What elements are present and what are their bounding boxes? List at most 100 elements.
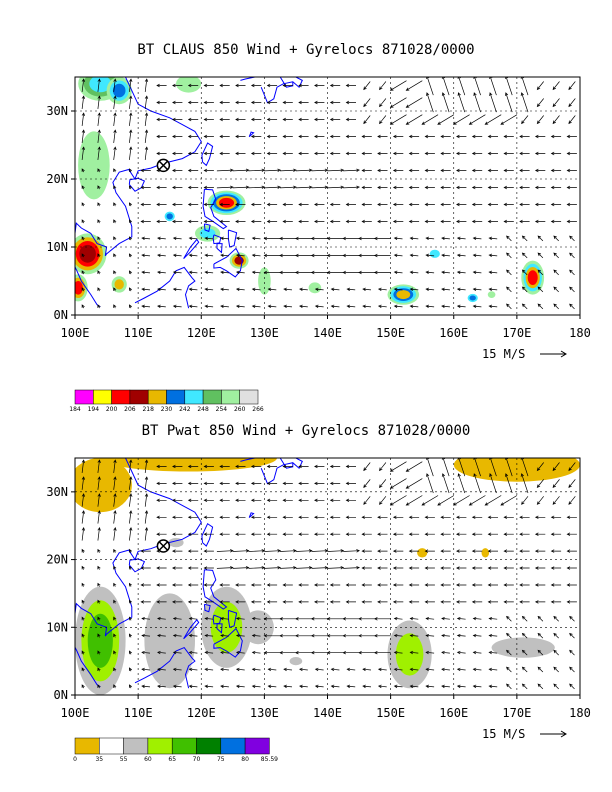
wind-vector [405, 97, 423, 108]
wind-vector [377, 134, 388, 139]
wind-vector [379, 479, 387, 488]
field-blob [417, 548, 428, 558]
wind-vector [566, 151, 577, 156]
wind-vector [456, 253, 466, 257]
vector-scale-arrow [540, 730, 567, 738]
wind-vector [389, 478, 407, 489]
wind-vector [129, 202, 133, 207]
wind-vector [503, 219, 514, 224]
wind-vector [314, 532, 325, 536]
wind-vector [295, 617, 312, 621]
wind-vector [97, 548, 101, 553]
lon-tick-label: 100E [61, 706, 90, 720]
colorbar-label: 260 [234, 406, 246, 413]
wind-vector [232, 549, 250, 553]
wind-vector [389, 461, 407, 472]
wind-vector [536, 115, 544, 125]
wind-vector [113, 287, 117, 292]
wind-vector [408, 185, 420, 190]
wind-vector [426, 92, 434, 113]
wind-vector [566, 583, 577, 587]
wind-vector [345, 515, 356, 519]
coastline [203, 603, 211, 613]
wind-vector [521, 666, 528, 673]
wind-vector [250, 515, 262, 519]
wind-vector [521, 286, 528, 293]
wind-vector [389, 114, 407, 125]
wind-vector [187, 100, 199, 105]
wind-vector [441, 92, 450, 113]
wind-vector [440, 549, 451, 553]
wind-vector [471, 583, 483, 587]
wind-vector [156, 219, 167, 224]
wind-vector [203, 117, 214, 122]
panel-1-map: 0N 10N 20N 30N 100E 110E 120E 130E 140E 150E 160E 1… [46, 76, 591, 413]
wind-vector [188, 633, 198, 638]
wind-vector [484, 114, 502, 125]
wind-vector [172, 168, 183, 173]
panel-1-vectors [81, 77, 577, 310]
wind-vector [220, 236, 229, 240]
wind-vector [187, 117, 199, 122]
wind-vector [172, 583, 183, 587]
wind-vector [361, 202, 372, 207]
wind-vector [250, 481, 262, 486]
lat-tick-label: 0N [54, 308, 68, 322]
wind-vector [172, 270, 182, 274]
wind-vector [456, 515, 467, 519]
coastline [213, 627, 243, 658]
wind-vector [299, 304, 308, 308]
lat-tick-label: 10N [46, 620, 68, 634]
wind-vector [172, 616, 182, 621]
wind-vector [553, 235, 559, 242]
wind-vector [519, 219, 530, 224]
wind-vector [298, 100, 309, 105]
wind-vector [534, 549, 546, 553]
wind-vector [314, 498, 325, 503]
wind-vector [129, 112, 133, 126]
wind-vector [295, 270, 312, 275]
wind-vector [534, 168, 546, 173]
wind-vector [471, 168, 483, 173]
wind-vector [553, 683, 559, 690]
coastline [128, 558, 146, 573]
wind-vector [141, 633, 151, 638]
wind-vector [440, 202, 451, 207]
wind-vector [405, 461, 423, 472]
wind-vector [129, 599, 133, 604]
field-blob [199, 228, 216, 239]
wind-vector [500, 495, 518, 506]
wind-vector [487, 202, 498, 207]
wind-vector [345, 100, 356, 105]
wind-vector [203, 498, 214, 503]
wind-vector [251, 236, 261, 240]
wind-vector [298, 464, 309, 469]
wind-vector [363, 479, 371, 488]
wind-vector [219, 600, 230, 604]
wind-vector [266, 151, 278, 156]
wind-vector [235, 616, 245, 621]
wind-vector [279, 185, 297, 189]
wind-vector [472, 650, 482, 655]
wind-vector [204, 304, 214, 308]
wind-vector [441, 458, 450, 477]
colorbar-swatch [171, 737, 197, 755]
wind-vector [172, 498, 183, 503]
wind-vector [456, 185, 467, 190]
wind-vector [393, 633, 403, 638]
wind-vector [389, 495, 407, 506]
wind-vector [144, 510, 149, 524]
wind-vector [113, 650, 117, 655]
wind-vector [251, 667, 261, 672]
wind-vector [456, 667, 466, 672]
wind-vector [424, 219, 435, 224]
wind-vector [425, 236, 435, 240]
wind-vector [220, 684, 229, 689]
wind-vector [441, 270, 450, 274]
wind-vector [569, 235, 575, 242]
wind-vector [345, 600, 356, 604]
wind-vector [129, 129, 133, 143]
lon-tick-label: 100E [61, 326, 90, 340]
wind-vector [408, 134, 420, 139]
wind-vector [216, 549, 234, 553]
